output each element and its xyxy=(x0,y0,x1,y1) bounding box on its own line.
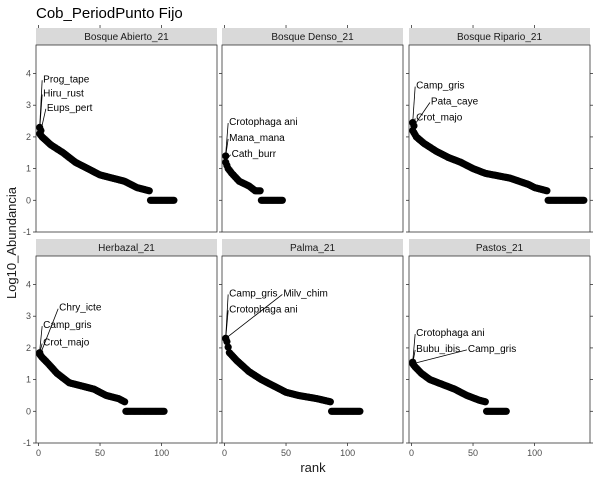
facet-strip-label: Bosque Abierto_21 xyxy=(84,32,169,43)
y-tick-label: -1 xyxy=(23,227,31,237)
y-tick-label: 3 xyxy=(26,311,31,321)
label-leader-line xyxy=(413,118,416,128)
label-leader-line xyxy=(39,94,43,130)
x-tick-label: 50 xyxy=(468,448,478,458)
facet-panel: Pastos_21 0 50 100 Crotophaga ani Bubu_ibis Ca… xyxy=(406,239,593,458)
data-point xyxy=(580,196,588,204)
panel-frame xyxy=(221,44,404,233)
x-tick-label: 100 xyxy=(154,448,169,458)
facet-strip xyxy=(36,239,217,256)
data-point xyxy=(170,196,178,204)
data-point xyxy=(278,196,286,204)
label-leader-line xyxy=(40,108,47,131)
species-label: Crot_majo xyxy=(43,338,90,349)
x-tick-label: 0 xyxy=(222,448,227,458)
x-tick-label: 50 xyxy=(281,448,291,458)
species-label: Cath_burr xyxy=(232,149,277,160)
y-tick-label: 3 xyxy=(26,100,31,110)
species-label: Mana_mana xyxy=(229,133,285,144)
y-tick-label: 1 xyxy=(26,375,31,385)
species-label: Camp_gris xyxy=(229,288,277,299)
y-tick-label: 0 xyxy=(26,195,31,205)
data-point xyxy=(121,398,129,406)
species-label: Camp_gris xyxy=(43,320,91,331)
data-point xyxy=(160,407,168,415)
y-tick-label: 1 xyxy=(26,164,31,174)
facet-panel: Bosque Denso_21 Crotophaga ani Mana_mana Ca… xyxy=(219,25,404,233)
data-point xyxy=(502,407,510,415)
panel-frame xyxy=(408,44,591,233)
panel-frame xyxy=(408,255,591,444)
label-leader-line xyxy=(226,154,231,160)
facet-strip-label: Bosque Denso_21 xyxy=(271,32,354,43)
y-tick-label: 2 xyxy=(26,132,31,142)
x-tick-label: 100 xyxy=(527,448,542,458)
label-leader-line xyxy=(40,308,59,353)
facet-strip xyxy=(222,239,403,256)
data-point xyxy=(356,407,364,415)
species-label: Camp_gris xyxy=(416,81,464,92)
panel-frame xyxy=(35,44,218,233)
species-label: Crot_majo xyxy=(416,112,463,123)
x-tick-label: 0 xyxy=(409,448,414,458)
facet-strip-label: Palma_21 xyxy=(290,243,335,254)
facet-panel: Palma_21 0 50 100 Camp_gris Milv_chim Crotopha… xyxy=(219,239,404,458)
label-leader-line xyxy=(412,349,416,364)
x-tick-label: 100 xyxy=(340,448,355,458)
x-axis-title: rank xyxy=(300,460,326,475)
label-leader-line xyxy=(39,343,43,353)
y-tick-label: -1 xyxy=(23,438,31,448)
y-tick-label: 0 xyxy=(26,406,31,416)
y-axis-title: Log10_Abundancia xyxy=(4,186,19,299)
facet-strip xyxy=(36,28,217,45)
panel-frame xyxy=(35,255,218,444)
data-point xyxy=(256,187,264,195)
label-leader-line xyxy=(39,326,43,352)
species-label: Hiru_rust xyxy=(43,89,84,100)
data-point xyxy=(481,398,489,406)
label-leader-line xyxy=(225,123,229,155)
y-tick-label: 4 xyxy=(26,69,31,79)
facet-panel: Bosque Abierto_21 -1 0 1 2 3 4 Prog_tape Hiru_ru… xyxy=(23,25,218,237)
label-leader-line xyxy=(413,102,431,127)
facet-strip-label: Pastos_21 xyxy=(476,243,524,254)
x-tick-label: 0 xyxy=(36,448,41,458)
y-tick-label: 2 xyxy=(26,343,31,353)
facet-strip xyxy=(409,239,590,256)
chart-title: Cob_PeriodPunto Fijo xyxy=(36,5,183,22)
data-point xyxy=(326,398,334,406)
label-leader-line xyxy=(225,138,229,156)
panel-frame xyxy=(221,255,404,444)
facet-panels: Bosque Abierto_21 -1 0 1 2 3 4 Prog_tape Hiru_ru… xyxy=(23,25,593,458)
label-leader-line xyxy=(412,334,416,363)
species-label: Chry_icte xyxy=(59,303,102,314)
label-leader-line xyxy=(412,86,416,123)
species-label: Bubu_ibis xyxy=(416,344,460,355)
facet-strip-label: Herbazal_21 xyxy=(98,243,155,254)
facet-strip xyxy=(222,28,403,45)
species-label: Crotophaga ani xyxy=(229,304,297,315)
label-leader-line xyxy=(412,349,467,365)
species-label: Crotophaga ani xyxy=(416,328,484,339)
facet-strip xyxy=(409,28,590,45)
species-label: Pata_caye xyxy=(431,96,479,107)
data-point xyxy=(543,187,551,195)
facet-panel: Bosque Ripario_21 Camp_gris Pata_caye Crot_… xyxy=(406,25,593,233)
x-tick-label: 50 xyxy=(95,448,105,458)
label-leader-line xyxy=(225,294,283,339)
species-label: Prog_tape xyxy=(43,74,90,85)
data-point xyxy=(224,343,232,351)
y-tick-label: 4 xyxy=(26,280,31,290)
species-label: Milv_chim xyxy=(283,288,327,299)
facet-panel: Herbazal_21 -1 0 1 2 3 4 0 50 100 Chry_icte Camp_gr… xyxy=(23,239,218,458)
label-leader-line xyxy=(225,310,229,339)
data-point xyxy=(145,187,153,195)
species-label: Camp_gris xyxy=(468,344,516,355)
facet-strip-label: Bosque Ripario_21 xyxy=(457,32,542,43)
species-label: Crotophaga ani xyxy=(229,117,297,128)
species-label: Eups_pert xyxy=(47,103,93,114)
